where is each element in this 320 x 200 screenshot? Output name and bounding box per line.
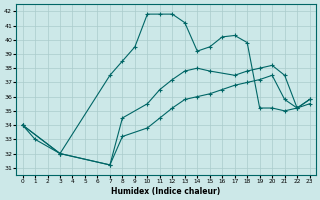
X-axis label: Humidex (Indice chaleur): Humidex (Indice chaleur) [111, 187, 221, 196]
